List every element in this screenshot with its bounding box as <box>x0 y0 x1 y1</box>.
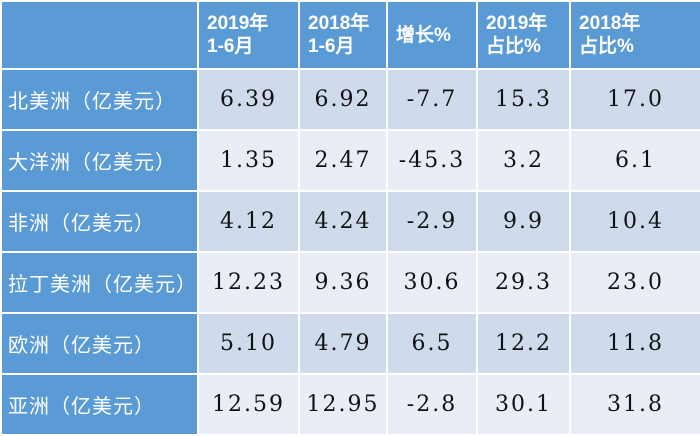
table-row-oceania: 大洋洲（亿美元） 1.35 2.47 -45.3 3.2 6.1 <box>0 129 700 192</box>
cell-2019-h1: 6.39 <box>197 68 300 131</box>
cell-2018-share: 17.0 <box>569 68 700 131</box>
row-label: 拉丁美洲（亿美元） <box>0 251 199 314</box>
cell-2019-share: 29.3 <box>476 251 571 314</box>
cell-2019-share: 9.9 <box>476 190 571 253</box>
cell-2018-h1: 4.79 <box>298 312 388 375</box>
cell-2019-h1: 12.23 <box>197 251 300 314</box>
cell-2019-share: 12.2 <box>476 312 571 375</box>
cell-2019-h1: 12.59 <box>197 373 300 436</box>
row-label: 非洲（亿美元） <box>0 190 199 253</box>
row-label: 大洋洲（亿美元） <box>0 129 199 192</box>
table-row-europe: 欧洲（亿美元） 5.10 4.79 6.5 12.2 11.8 <box>0 312 700 375</box>
cell-2018-h1: 9.36 <box>298 251 388 314</box>
header-corner-cell <box>0 0 199 70</box>
cell-2018-h1: 6.92 <box>298 68 388 131</box>
table-row-north-america: 北美洲（亿美元） 6.39 6.92 -7.7 15.3 17.0 <box>0 68 700 131</box>
cell-2018-share: 23.0 <box>569 251 700 314</box>
cell-2018-share: 11.8 <box>569 312 700 375</box>
cell-2018-share: 6.1 <box>569 129 700 192</box>
cell-2018-h1: 4.24 <box>298 190 388 253</box>
cell-2019-h1: 1.35 <box>197 129 300 192</box>
header-2018-share: 2018年 占比% <box>569 0 700 70</box>
cell-growth: -45.3 <box>386 129 478 192</box>
cell-2018-share: 10.4 <box>569 190 700 253</box>
cell-2018-h1: 12.95 <box>298 373 388 436</box>
cell-2018-h1: 2.47 <box>298 129 388 192</box>
header-row: 2019年 1-6月 2018年 1-6月 增长% 2019年 占比% 2018年 占比… <box>0 0 700 70</box>
row-label: 北美洲（亿美元） <box>0 68 199 131</box>
table-row-asia: 亚洲（亿美元） 12.59 12.95 -2.8 30.1 31.8 <box>0 373 700 436</box>
header-growth: 增长% <box>386 0 478 70</box>
row-label: 欧洲（亿美元） <box>0 312 199 375</box>
cell-growth: -2.8 <box>386 373 478 436</box>
cell-2019-h1: 5.10 <box>197 312 300 375</box>
cell-2019-h1: 4.12 <box>197 190 300 253</box>
cell-2019-share: 3.2 <box>476 129 571 192</box>
table-row-africa: 非洲（亿美元） 4.12 4.24 -2.9 9.9 10.4 <box>0 190 700 253</box>
cell-2019-share: 30.1 <box>476 373 571 436</box>
table-row-latin-america: 拉丁美洲（亿美元） 12.23 9.36 30.6 29.3 23.0 <box>0 251 700 314</box>
header-2019-share: 2019年 占比% <box>476 0 571 70</box>
cell-growth: 6.5 <box>386 312 478 375</box>
cell-2019-share: 15.3 <box>476 68 571 131</box>
header-2018-h1: 2018年 1-6月 <box>298 0 388 70</box>
cell-2018-share: 31.8 <box>569 373 700 436</box>
row-label: 亚洲（亿美元） <box>0 373 199 436</box>
header-2019-h1: 2019年 1-6月 <box>197 0 300 70</box>
cell-growth: -7.7 <box>386 68 478 131</box>
cell-growth: -2.9 <box>386 190 478 253</box>
cell-growth: 30.6 <box>386 251 478 314</box>
